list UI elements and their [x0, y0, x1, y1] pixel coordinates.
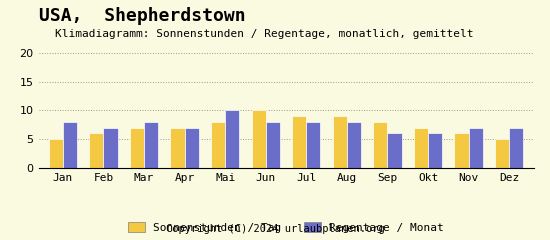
Bar: [428, 133, 442, 168]
Bar: [89, 133, 103, 168]
Bar: [251, 110, 266, 168]
Bar: [333, 116, 347, 168]
Bar: [495, 139, 509, 168]
Bar: [292, 116, 306, 168]
Bar: [185, 128, 199, 168]
Text: Klimadiagramm: Sonnenstunden / Regentage, monatlich, gemittelt: Klimadiagramm: Sonnenstunden / Regentage…: [55, 29, 474, 39]
Bar: [414, 128, 428, 168]
Bar: [454, 133, 469, 168]
Bar: [130, 128, 144, 168]
Bar: [103, 128, 118, 168]
Bar: [509, 128, 524, 168]
Bar: [387, 133, 402, 168]
Text: USA,  Shepherdstown: USA, Shepherdstown: [39, 7, 245, 25]
Text: Copyright (C) 2024 urlaubplanen.org: Copyright (C) 2024 urlaubplanen.org: [166, 224, 384, 234]
Legend: Sonnenstunden / Tag, Regentage / Monat: Sonnenstunden / Tag, Regentage / Monat: [123, 217, 449, 237]
Bar: [225, 110, 239, 168]
Bar: [48, 139, 63, 168]
Bar: [170, 128, 185, 168]
Bar: [347, 122, 361, 168]
Bar: [306, 122, 321, 168]
Bar: [211, 122, 225, 168]
Bar: [63, 122, 77, 168]
Bar: [144, 122, 158, 168]
Bar: [469, 128, 483, 168]
Bar: [373, 122, 387, 168]
Bar: [266, 122, 280, 168]
